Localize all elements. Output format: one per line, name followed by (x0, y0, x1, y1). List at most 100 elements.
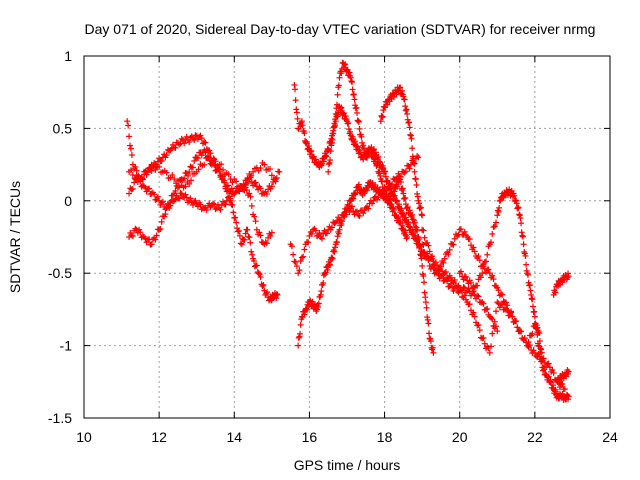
data-point (247, 193, 254, 200)
data-point (420, 272, 427, 279)
data-point (411, 168, 418, 175)
data-point (430, 349, 437, 356)
data-point (565, 368, 572, 375)
data-point (237, 240, 244, 247)
data-point (478, 274, 485, 281)
data-point (376, 168, 383, 175)
data-point (338, 104, 345, 111)
data-point (552, 289, 559, 296)
data-point (440, 259, 447, 266)
data-point (308, 230, 315, 237)
data-point (244, 226, 251, 233)
data-point (312, 227, 319, 234)
data-point (225, 182, 232, 189)
data-point (243, 186, 250, 193)
data-point (400, 190, 407, 197)
data-point (340, 110, 347, 117)
data-point (151, 191, 158, 198)
data-point (392, 176, 399, 183)
data-point (394, 215, 401, 222)
data-point (550, 369, 557, 376)
data-point (272, 176, 279, 183)
data-point (295, 342, 302, 349)
data-point (539, 357, 546, 364)
data-point (253, 262, 260, 269)
data-point (158, 157, 165, 164)
data-point (405, 119, 412, 126)
data-point (186, 168, 193, 175)
data-point (447, 274, 454, 281)
x-tick-label: 24 (602, 429, 618, 445)
tick-layer: 10 12 14 16 18 20 22 24 -1.5 -1 -0.5 0 0.5 1 (48, 48, 618, 445)
data-point (148, 241, 155, 248)
data-point (406, 124, 413, 131)
data-point (331, 123, 338, 130)
data-point (268, 229, 275, 236)
data-point (394, 198, 401, 205)
data-point (337, 217, 344, 224)
data-point (467, 279, 474, 286)
data-point (389, 181, 396, 188)
data-point (372, 149, 379, 156)
data-point (354, 208, 361, 215)
data-point (326, 261, 333, 268)
data-point (484, 305, 491, 312)
data-point (352, 138, 359, 145)
data-point (399, 222, 406, 229)
data-point (476, 327, 483, 334)
data-point (426, 248, 433, 255)
data-point (296, 267, 303, 274)
data-point (302, 139, 309, 146)
data-point (135, 172, 142, 179)
data-point (460, 284, 467, 291)
data-point (527, 287, 534, 294)
points-layer (124, 59, 572, 404)
data-point (178, 135, 185, 142)
data-point (412, 176, 419, 183)
data-point (462, 273, 469, 280)
data-point (394, 183, 401, 190)
data-point (163, 151, 170, 158)
data-point (549, 366, 556, 373)
data-point (374, 196, 381, 203)
data-point (181, 140, 188, 147)
data-point (414, 227, 421, 234)
data-point (163, 169, 170, 176)
data-point (511, 192, 518, 199)
data-point (231, 190, 238, 197)
data-point (182, 191, 189, 198)
data-point (291, 81, 298, 88)
data-point (348, 78, 355, 85)
data-point (325, 161, 332, 168)
data-point (364, 187, 371, 194)
data-point (356, 213, 363, 220)
data-point (401, 169, 408, 176)
data-point (549, 384, 556, 391)
data-point (404, 204, 411, 211)
data-point (383, 178, 390, 185)
data-point (242, 181, 249, 188)
data-point (509, 193, 516, 200)
data-point (261, 161, 268, 168)
data-point (526, 282, 533, 289)
data-point (396, 173, 403, 180)
data-point (344, 201, 351, 208)
data-point (524, 271, 531, 278)
data-point (345, 120, 352, 127)
data-point (162, 211, 169, 218)
data-point (399, 87, 406, 94)
data-point (329, 136, 336, 143)
data-point (315, 300, 322, 307)
data-point (204, 154, 211, 161)
data-point (268, 183, 275, 190)
data-point (201, 161, 208, 168)
x-tick-label: 14 (226, 429, 242, 445)
data-point (547, 378, 554, 385)
data-point (230, 209, 237, 216)
data-point (421, 249, 428, 256)
data-point (139, 175, 146, 182)
data-point (328, 135, 335, 142)
data-point (475, 293, 482, 300)
data-point (322, 152, 329, 159)
